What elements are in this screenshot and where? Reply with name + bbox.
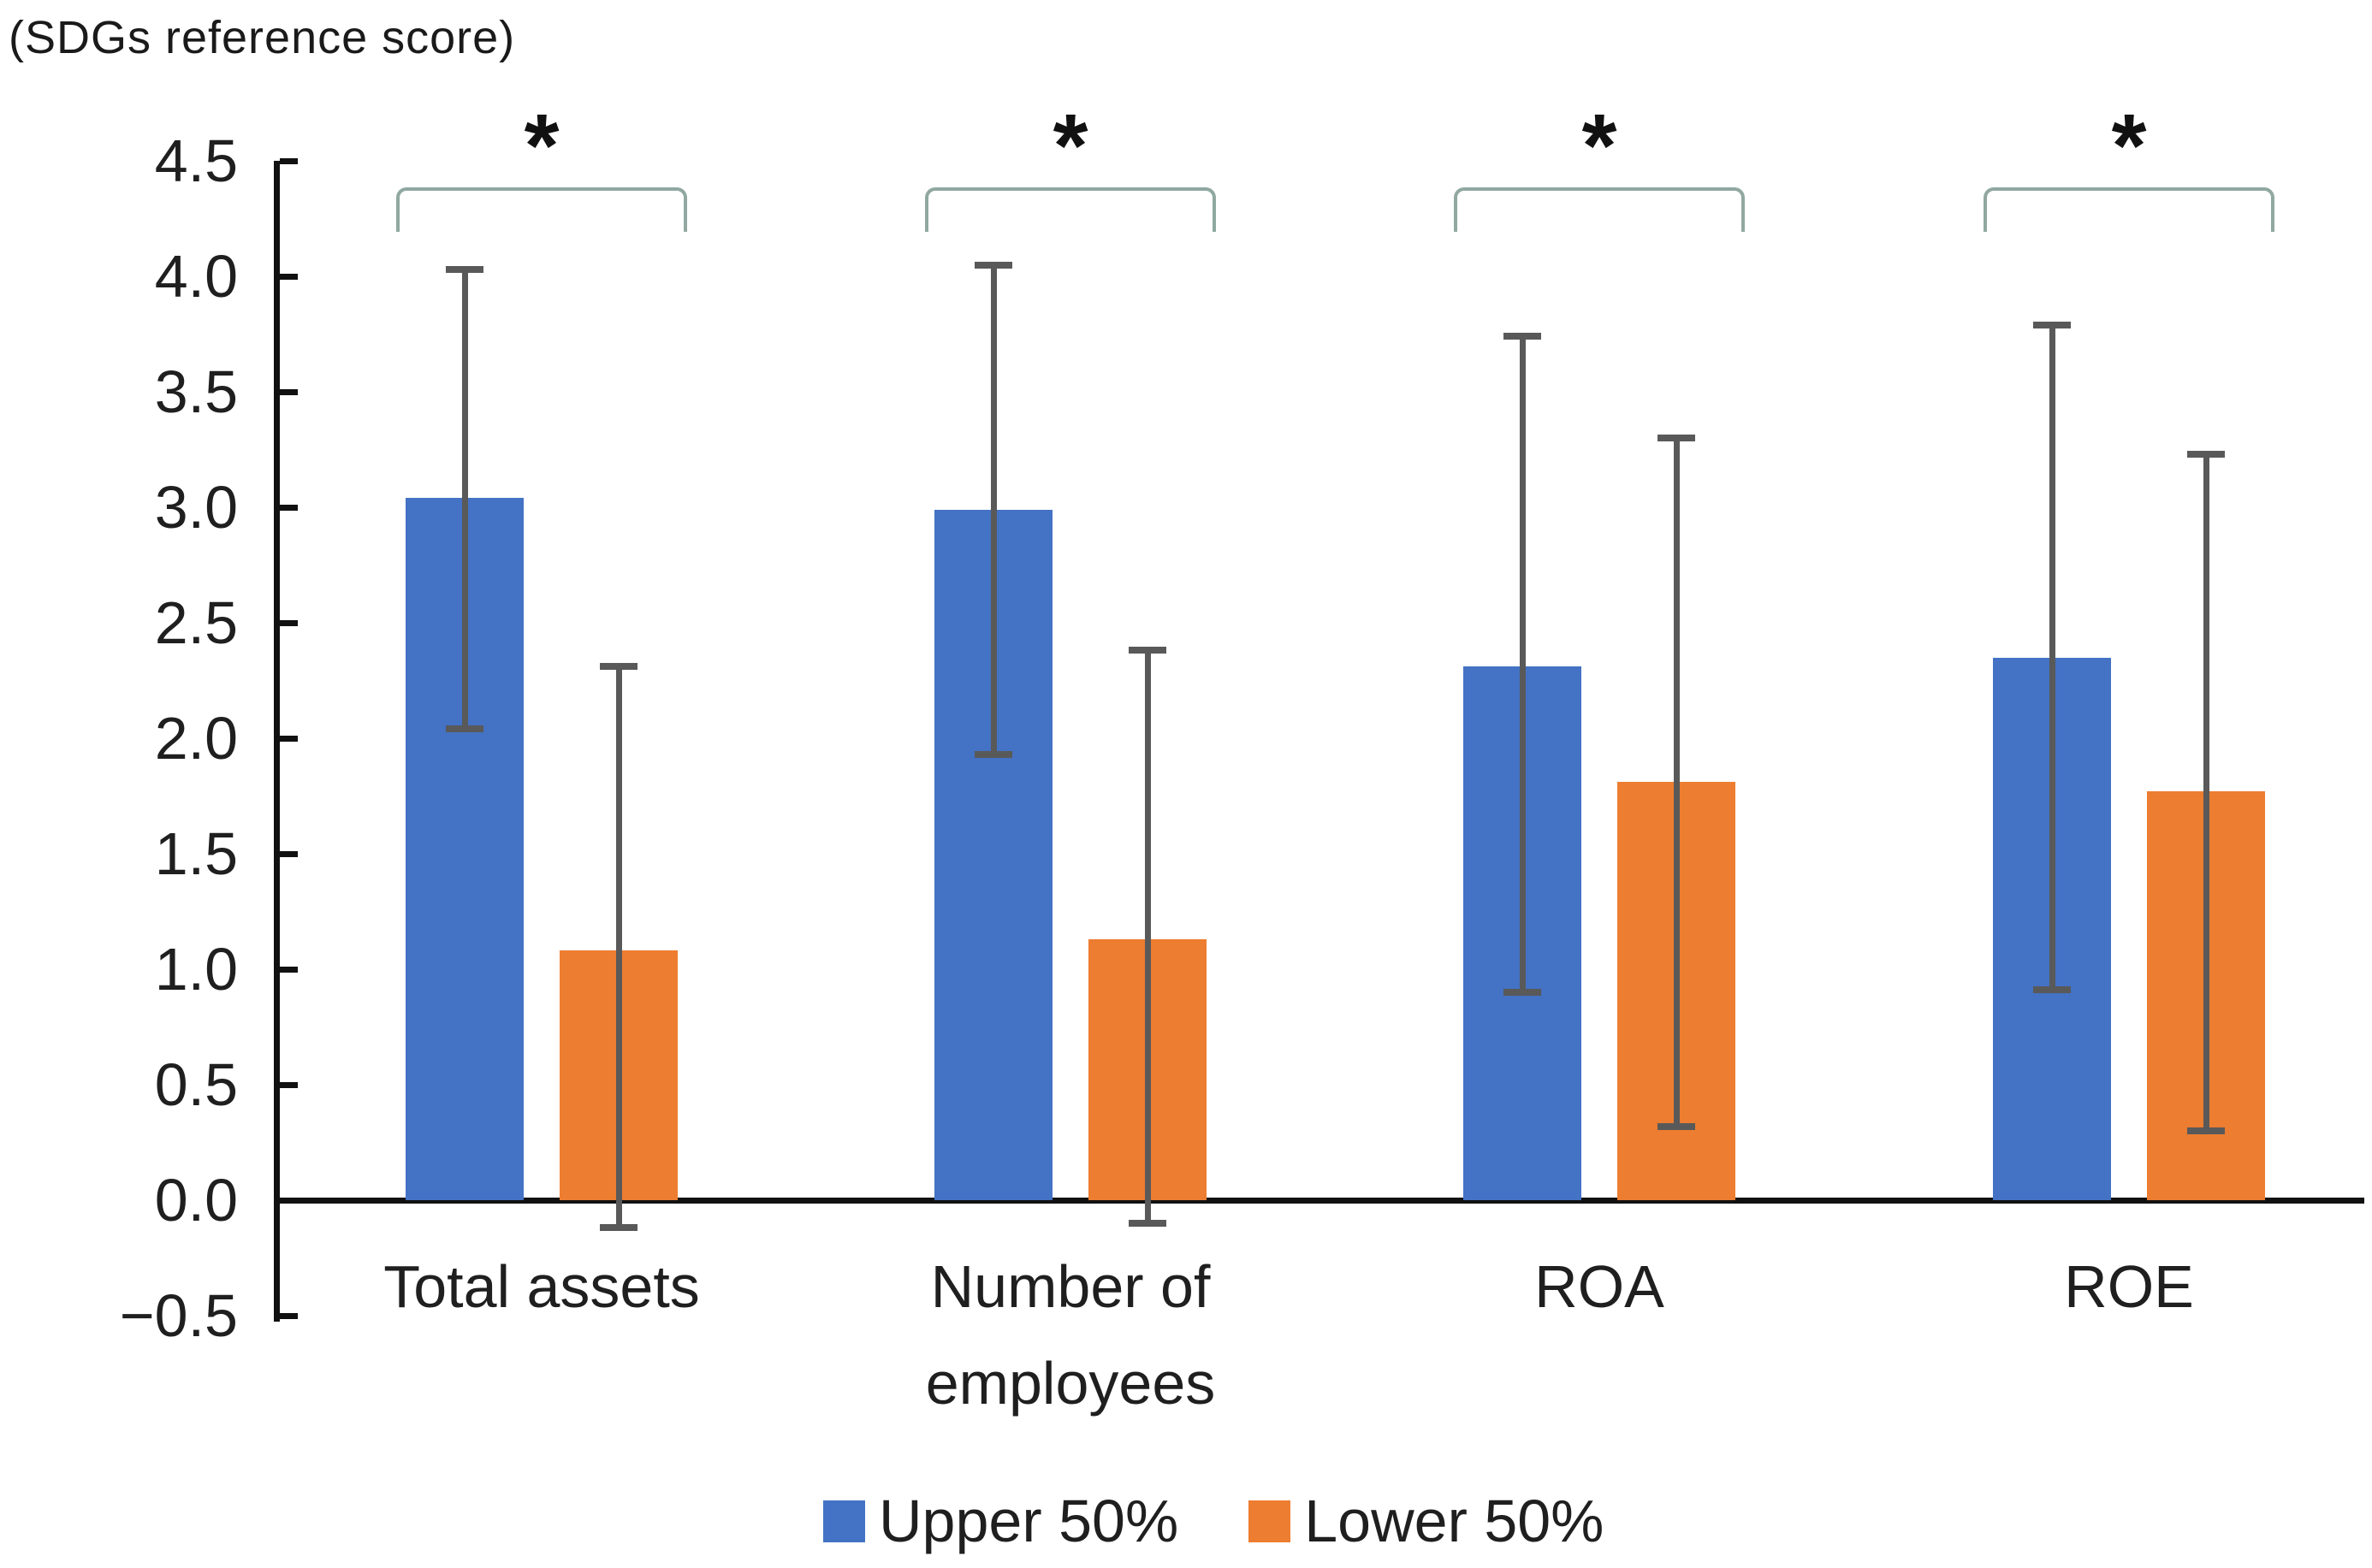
x-axis-line [274,1198,2364,1204]
error-bar-cap-top [600,663,637,671]
error-bar-cap-bottom [1503,989,1541,996]
error-bar [2203,453,2209,1131]
y-tick-label: 0.5 [154,1051,238,1118]
y-tick-mark [280,1082,298,1088]
error-bar [1520,336,1526,992]
legend-label: Upper 50% [879,1488,1179,1554]
y-tick-label: 1.5 [154,820,238,887]
y-tick-mark [280,274,298,280]
error-bar-cap-top [1657,435,1695,441]
significance-bracket [396,187,687,232]
error-bar-cap-bottom [1129,1220,1166,1227]
y-tick-label: 3.5 [154,358,238,425]
error-bar-cap-top [1129,647,1166,654]
error-bar [1145,650,1151,1223]
y-tick-label: 3.0 [154,474,238,541]
legend-item: Lower 50% [1248,1490,1604,1552]
error-bar-cap-top [975,261,1012,269]
error-bar-cap-top [2033,321,2071,328]
y-tick-label: 4.0 [154,243,238,310]
error-bar-cap-bottom [600,1224,637,1232]
error-bar-cap-bottom [446,725,483,733]
y-tick-mark [280,389,298,395]
error-bar-cap-bottom [2187,1127,2225,1134]
legend-item: Upper 50% [823,1490,1178,1552]
y-tick-label: 1.0 [154,936,238,1003]
y-tick-label: 2.0 [154,705,238,772]
y-tick-mark [280,1198,298,1204]
error-bar [462,269,468,730]
y-tick-label: 2.5 [154,589,238,656]
legend: Upper 50% Lower 50% [823,1490,1604,1552]
significance-asterisk: * [1581,96,1617,196]
y-axis-line [274,161,280,1322]
error-bar-cap-bottom [975,750,1012,758]
error-bar-cap-top [446,265,483,273]
significance-asterisk: * [2111,96,2147,196]
category-label: ROA [1534,1253,1664,1320]
y-tick-mark [280,1313,298,1319]
significance-asterisk: * [524,96,560,196]
y-tick-mark [280,620,298,626]
y-tick-mark [280,158,298,164]
error-bar-cap-top [1503,333,1541,340]
category-label: ROE [2064,1253,2194,1320]
error-bar-cap-bottom [2033,986,2071,994]
y-tick-label: −0.5 [119,1282,238,1349]
error-bar [991,264,997,754]
significance-bracket [1984,187,2274,232]
error-bar-cap-top [2187,450,2225,458]
y-tick-mark [280,967,298,973]
error-bar [1674,438,1680,1127]
y-tick-label: 4.5 [154,127,238,194]
error-bar-cap-bottom [1657,1122,1695,1130]
category-label: Number of [930,1253,1211,1320]
error-bar [2049,324,2055,991]
y-tick-mark [280,505,298,511]
legend-label: Lower 50% [1304,1488,1604,1554]
y-tick-mark [280,736,298,742]
upper50-legend-swatch [823,1500,865,1542]
significance-bracket [1454,187,1745,232]
chart-title: (SDGs reference score) [9,12,516,63]
category-label: employees [925,1350,1216,1417]
y-tick-mark [280,851,298,857]
significance-bracket [925,187,1216,232]
significance-asterisk: * [1053,96,1088,196]
category-label: Total assets [383,1253,700,1320]
y-tick-label: 0.0 [154,1167,238,1234]
lower50-legend-swatch [1248,1500,1291,1542]
error-bar [616,666,622,1228]
